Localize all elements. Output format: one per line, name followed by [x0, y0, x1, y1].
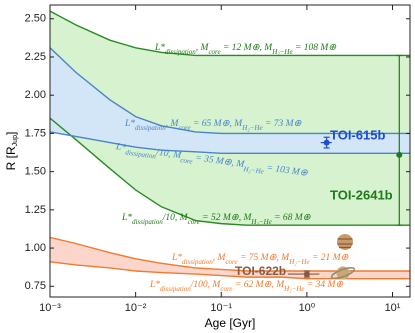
x-axis-label: Age [Gyr]: [205, 316, 256, 330]
text-part: = 21 M⊕: [310, 253, 349, 263]
text-part: , M: [196, 43, 210, 53]
y-tick-label: 2.25: [25, 51, 46, 63]
planet-label: TOI-615b: [330, 127, 385, 142]
text-part: dissipation: [132, 218, 163, 226]
text-part: /100, M: [190, 280, 222, 290]
text-part: /10, M: [155, 148, 183, 162]
text-part: L*: [114, 142, 127, 153]
y-axis-label: R [RJup]: [4, 132, 19, 171]
y-tick-label: 1.75: [25, 127, 46, 139]
band-line: [50, 236, 410, 272]
text-part: dissipation: [135, 124, 166, 132]
text-part: H₂−He: [241, 124, 262, 132]
planet-marker: [323, 139, 330, 146]
annotation: L*dissipation/10, Mcore = 52 M⊕, MH₂−He …: [121, 213, 311, 225]
text-part: core: [188, 218, 200, 226]
jupiter-icon: [337, 234, 353, 250]
planet-icons: [330, 234, 356, 280]
planet-marker: [396, 151, 403, 158]
planet-point: [396, 54, 403, 226]
band-line: [50, 261, 410, 280]
text-part: = 65 M⊕, M: [191, 119, 244, 129]
y-tick-label: 2.00: [25, 89, 46, 101]
band-line: [50, 47, 410, 135]
text-part: , M: [213, 253, 227, 263]
plot-frame: [49, 4, 411, 298]
text-part: L*: [149, 280, 160, 290]
planet-marker: [303, 271, 310, 278]
x-tick-label: 10⁻¹: [210, 302, 232, 314]
text-part: H₂−He: [242, 164, 264, 175]
text-part: Age [Gyr]: [205, 316, 256, 330]
text-part: /10, M: [162, 213, 189, 223]
y-tick-label: 2.50: [25, 13, 46, 25]
text-part: R [: [4, 154, 18, 170]
text-part: core: [220, 285, 232, 293]
text-part: H₂−He: [288, 258, 309, 266]
x-tick-label: 10⁻³: [39, 302, 61, 314]
annotation: L*dissipation, Mcore = 12 M⊕, MH₂−He = 1…: [154, 43, 336, 55]
text-part: = 75 M⊕, M: [238, 253, 291, 263]
y-tick-label: 1.50: [25, 166, 46, 178]
band-fill: [50, 47, 410, 154]
text-part: = 12 M⊕, M: [221, 43, 274, 53]
text-part: = 108 M⊕: [293, 43, 337, 53]
text-part: = 34 M⊕: [304, 280, 343, 290]
text-part: L*: [124, 119, 135, 129]
text-part: dissipation: [160, 285, 191, 293]
text-part: L*: [154, 43, 165, 53]
text-part: , M: [166, 119, 180, 129]
text-part: core: [180, 156, 193, 166]
text-part: Jup: [12, 135, 19, 146]
text-part: core: [178, 124, 190, 132]
text-part: dissipation: [165, 48, 196, 56]
band-line: [50, 117, 410, 226]
band-fill: [50, 237, 410, 279]
planet-label: TOI-622b: [235, 264, 286, 278]
band-line: [50, 10, 410, 57]
text-part: L*: [171, 253, 182, 263]
text-part: core: [225, 258, 237, 266]
y-tick-label: 1.00: [25, 242, 46, 254]
text-part: ]: [4, 132, 18, 135]
band-fill: [50, 11, 410, 226]
annotation: L*dissipation, Mcore = 75 M⊕, MH₂−He = 2…: [171, 253, 349, 265]
annotation: L*dissipation, Mcore = 65 M⊕, MH₂−He = 7…: [124, 119, 302, 131]
text-part: L*: [121, 213, 132, 223]
text-part: H₂−He: [283, 285, 304, 293]
text-part: = 62 M⊕, M: [233, 280, 286, 290]
text-part: = 73 M⊕: [263, 119, 302, 129]
planet-label: TOI-2641b: [330, 187, 393, 202]
y-tick-label: 1.25: [25, 204, 46, 216]
text-part: H₂−He: [250, 218, 271, 226]
band-line: [50, 131, 410, 154]
text-part: = 68 M⊕: [272, 213, 311, 223]
text-part: core: [208, 48, 220, 56]
text-part: R: [4, 146, 18, 155]
text-part: = 52 M⊕, M: [200, 213, 253, 223]
jupiter-bands: [337, 238, 353, 249]
saturn-ring: [330, 266, 356, 280]
x-tick-label: 10¹: [385, 302, 401, 314]
x-tick-label: 10⁻²: [125, 302, 147, 314]
planet-point: [320, 136, 332, 149]
planet-point: [287, 270, 320, 278]
y-tick-label: 0.75: [25, 280, 46, 292]
text-part: H₂−He: [271, 48, 292, 56]
annotation: L*dissipation/100, Mcore = 62 M⊕, MH₂−He…: [149, 280, 343, 292]
text-part: dissipation: [182, 258, 213, 266]
x-tick-label: 10⁰: [299, 302, 316, 314]
